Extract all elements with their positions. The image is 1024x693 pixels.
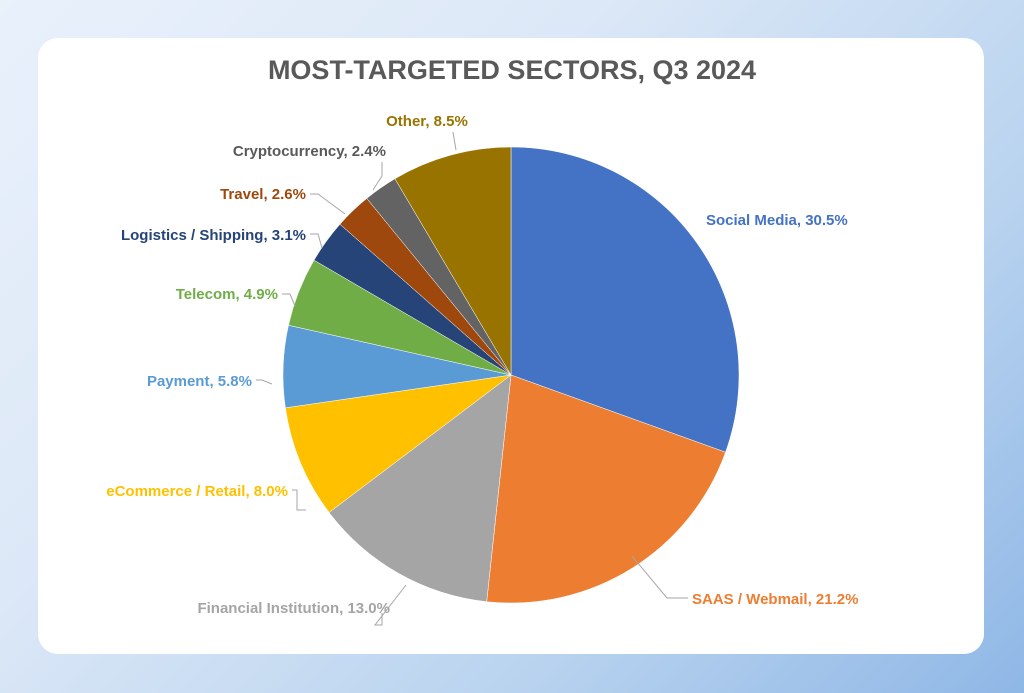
leader-line bbox=[452, 131, 457, 151]
leader-line bbox=[372, 162, 383, 191]
slice-label: Other, 8.5% bbox=[386, 113, 468, 130]
pie-slice-social-media bbox=[510, 146, 740, 453]
leader-line bbox=[282, 293, 296, 307]
chart-title: MOST-TARGETED SECTORS, Q3 2024 bbox=[268, 55, 756, 85]
pie-slice-financial-institution bbox=[328, 374, 512, 602]
slice-label: Telecom, 4.9% bbox=[176, 286, 278, 303]
pie-slice-other bbox=[394, 146, 512, 376]
slice-label: Financial Institution, 13.0% bbox=[197, 600, 390, 617]
leader-line bbox=[256, 379, 273, 385]
leader-line bbox=[292, 489, 306, 511]
slice-label: SAAS / Webmail, 21.2% bbox=[692, 591, 858, 608]
slice-label: Social Media, 30.5% bbox=[706, 212, 848, 229]
slice-labels: Social Media, 30.5% SAAS / Webmail, 21.2%… bbox=[106, 113, 858, 617]
leader-line bbox=[310, 193, 346, 215]
leader-line bbox=[631, 555, 688, 599]
slice-label: Payment, 5.8% bbox=[147, 373, 252, 390]
slice-label: Travel, 2.6% bbox=[220, 186, 306, 203]
leader-line bbox=[373, 584, 407, 626]
pie-slice-saas-webmail bbox=[486, 374, 726, 604]
pie-slice-ecommerce-retail bbox=[285, 374, 512, 513]
slice-label: Cryptocurrency, 2.4% bbox=[233, 143, 386, 160]
pie-slices bbox=[282, 146, 740, 604]
leader-line bbox=[310, 233, 323, 249]
slice-label: eCommerce / Retail, 8.0% bbox=[106, 483, 288, 500]
slice-label: Logistics / Shipping, 3.1% bbox=[121, 227, 306, 244]
leader-lines bbox=[256, 131, 688, 626]
